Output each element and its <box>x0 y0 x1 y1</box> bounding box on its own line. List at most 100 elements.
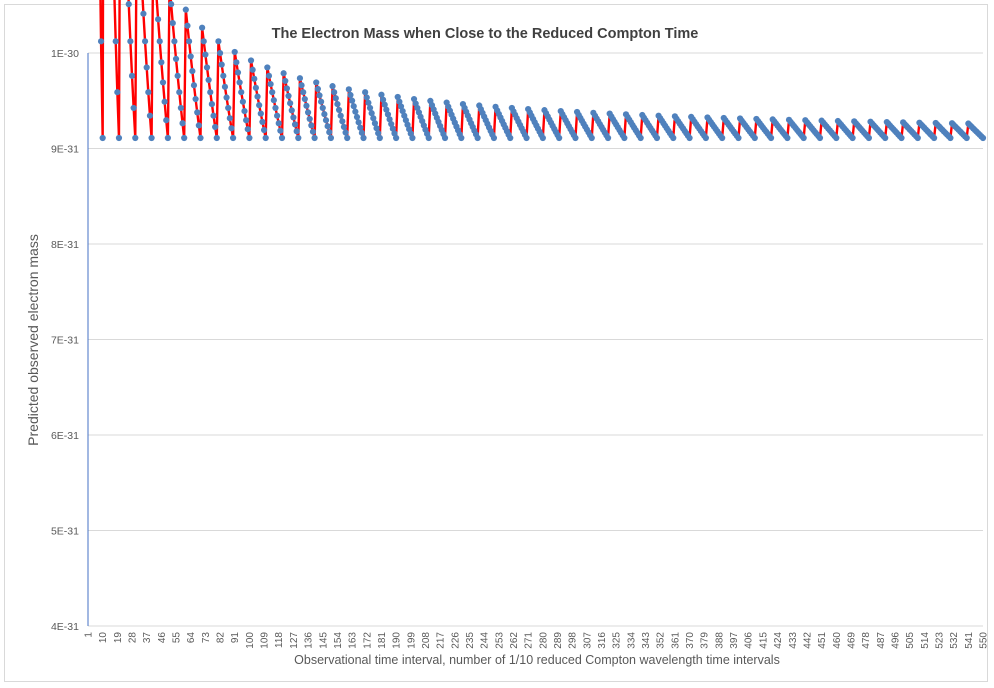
data-point <box>223 94 230 101</box>
data-point <box>653 134 661 142</box>
data-point <box>366 104 374 112</box>
data-point <box>288 107 295 114</box>
data-point <box>244 126 251 133</box>
data-point <box>304 109 312 116</box>
x-tick-label: 145 <box>318 632 329 649</box>
data-point <box>368 110 375 117</box>
x-tick-label: 541 <box>964 632 975 649</box>
data-point <box>318 98 325 105</box>
data-point <box>313 79 320 86</box>
data-point <box>280 70 287 77</box>
data-point <box>358 129 365 136</box>
data-point <box>210 112 217 119</box>
data-point <box>702 134 709 142</box>
data-point <box>229 134 237 142</box>
x-tick-label: 478 <box>861 632 872 649</box>
data-point <box>161 98 168 105</box>
data-point <box>833 134 840 142</box>
x-tick-label: 523 <box>934 632 945 649</box>
data-point <box>309 128 317 135</box>
data-point <box>389 125 396 132</box>
data-point <box>588 134 595 142</box>
data-point <box>176 89 183 96</box>
data-point <box>311 134 318 142</box>
x-tick-label: 532 <box>949 632 960 649</box>
x-tick-label: 460 <box>832 632 843 649</box>
x-tick-label: 343 <box>641 632 652 649</box>
data-point <box>156 38 163 45</box>
x-tick-label: 433 <box>788 632 799 649</box>
data-point <box>228 125 235 132</box>
data-point <box>272 104 279 112</box>
data-point <box>168 1 175 8</box>
x-tick-label: 199 <box>406 632 417 649</box>
x-tick-label: 505 <box>905 632 916 649</box>
data-point <box>125 1 132 8</box>
data-point <box>381 101 388 108</box>
y-tick-label: 5E-31 <box>51 526 79 538</box>
data-point <box>262 134 269 142</box>
data-point <box>172 55 180 63</box>
data-point <box>251 75 258 82</box>
data-point <box>164 134 171 142</box>
data-point <box>254 93 261 100</box>
data-point <box>371 120 379 127</box>
x-tick-label: 28 <box>128 632 139 644</box>
data-point <box>247 57 255 64</box>
data-point <box>212 123 219 131</box>
data-point <box>784 134 791 142</box>
series-group <box>97 0 987 142</box>
x-tick-label: 118 <box>274 632 285 648</box>
data-point <box>388 120 395 128</box>
data-point <box>145 89 152 96</box>
data-point <box>190 82 198 89</box>
x-tick-label: 208 <box>421 632 432 649</box>
data-point <box>287 100 294 107</box>
data-point <box>264 64 271 71</box>
data-point <box>233 59 240 66</box>
data-point <box>523 134 530 142</box>
data-point <box>221 83 229 90</box>
data-point <box>207 89 214 96</box>
data-point <box>314 85 321 93</box>
data-point <box>169 19 176 27</box>
data-point <box>363 94 370 101</box>
x-tick-label: 235 <box>465 632 476 649</box>
data-point <box>326 129 333 136</box>
data-point <box>345 86 352 93</box>
data-point <box>234 69 242 76</box>
data-point <box>751 134 758 142</box>
x-tick-label: 271 <box>524 632 535 649</box>
data-point <box>362 89 369 96</box>
data-point <box>225 104 232 112</box>
data-point <box>174 72 181 79</box>
x-axis-label: Observational time interval, number of 1… <box>294 653 780 667</box>
data-point <box>159 79 167 86</box>
data-point <box>865 134 872 142</box>
y-tick-labels: 4E-31 5E-31 6E-31 7E-31 8E-31 9E-31 1E-30 <box>51 48 79 633</box>
data-point <box>324 123 331 130</box>
data-point <box>202 51 209 58</box>
data-point <box>187 53 194 60</box>
data-point <box>378 91 385 98</box>
x-tick-label: 397 <box>729 632 740 649</box>
x-tick-label: 46 <box>157 632 168 644</box>
data-point <box>490 134 498 142</box>
data-point <box>355 119 362 126</box>
data-point <box>249 66 256 73</box>
data-point <box>735 134 742 142</box>
data-point <box>177 104 185 112</box>
data-point <box>146 112 154 119</box>
x-tick-label: 469 <box>846 632 857 649</box>
data-point <box>265 72 273 79</box>
data-point <box>397 103 405 110</box>
gridlines <box>88 52 983 627</box>
data-point <box>349 97 356 104</box>
data-point <box>179 120 186 127</box>
data-point <box>200 38 207 45</box>
x-tick-label: 136 <box>304 632 315 649</box>
data-point <box>393 134 400 142</box>
x-tick-label: 10 <box>98 632 109 644</box>
x-tick-label: 1 <box>84 632 95 638</box>
x-tick-label: 244 <box>480 632 491 649</box>
